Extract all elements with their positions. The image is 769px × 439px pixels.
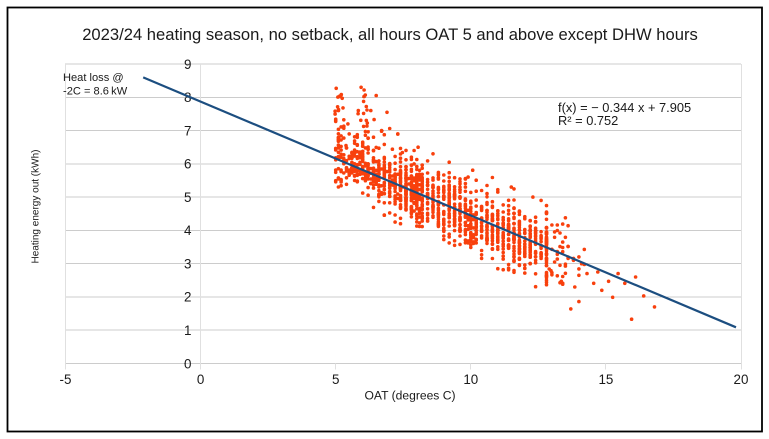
svg-text:8: 8 <box>184 90 191 105</box>
svg-text:0: 0 <box>184 356 191 371</box>
svg-text:5: 5 <box>184 190 191 205</box>
svg-text:2023/24 heating season, no set: 2023/24 heating season, no setback, all … <box>82 25 698 44</box>
svg-text:-2C = 8.6 kW: -2C = 8.6 kW <box>63 86 128 98</box>
svg-text:2: 2 <box>184 290 191 305</box>
svg-text:Heat loss @: Heat loss @ <box>63 72 124 84</box>
svg-text:1: 1 <box>184 323 191 338</box>
svg-text:6: 6 <box>184 157 191 172</box>
svg-text:20: 20 <box>734 372 749 387</box>
svg-text:5: 5 <box>332 372 339 387</box>
svg-text:7: 7 <box>184 123 191 138</box>
svg-text:10: 10 <box>463 372 478 387</box>
svg-text:0: 0 <box>197 372 204 387</box>
svg-text:9: 9 <box>184 57 191 72</box>
svg-text:-5: -5 <box>60 372 72 387</box>
svg-text:3: 3 <box>184 257 191 272</box>
svg-text:Heating energy out (kWh): Heating energy out (kWh) <box>31 150 42 264</box>
svg-text:15: 15 <box>598 372 613 387</box>
svg-text:f(x) = − 0.344 x + 7.905: f(x) = − 0.344 x + 7.905 <box>558 100 691 115</box>
svg-text:R² = 0.752: R² = 0.752 <box>558 113 618 128</box>
svg-text:OAT (degrees C): OAT (degrees C) <box>365 389 456 403</box>
svg-text:4: 4 <box>184 223 192 238</box>
